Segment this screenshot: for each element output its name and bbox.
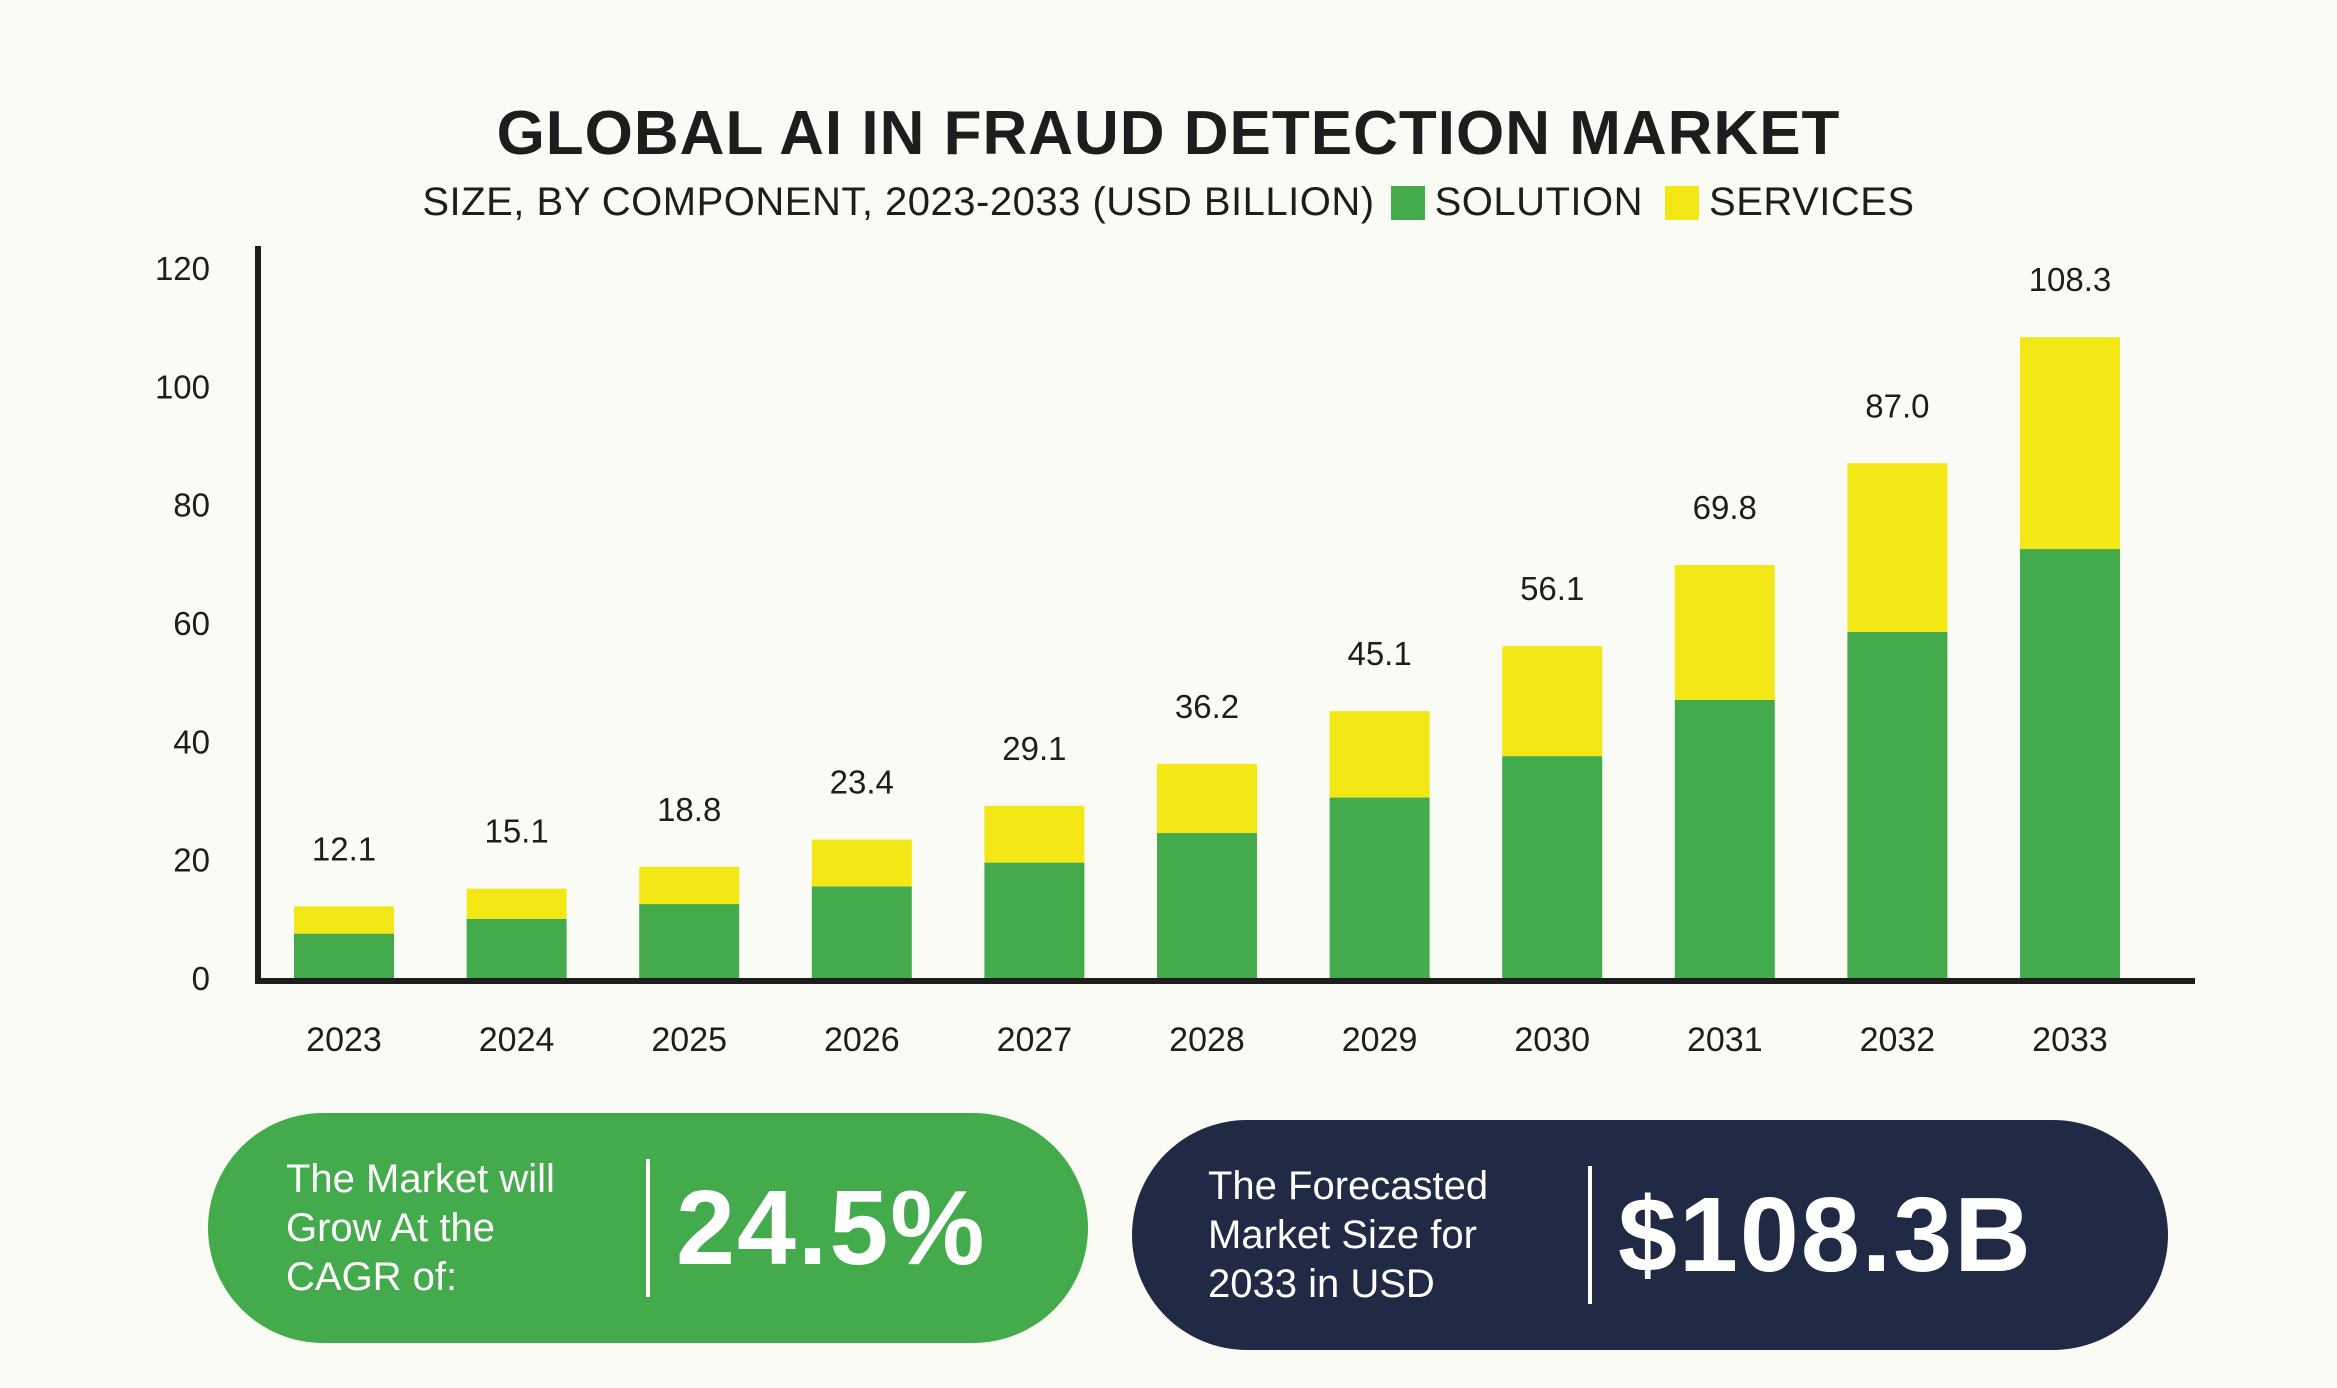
bar-solution: [294, 933, 394, 978]
bar-services: [1847, 463, 1948, 632]
y-tick-label: 80: [173, 487, 210, 524]
bar-total-label: 108.3: [2029, 261, 2112, 298]
x-tick-label: 2033: [2032, 1021, 2108, 1059]
legend-swatch-solution: [1390, 185, 1425, 220]
bar-total-label: 29.1: [1002, 730, 1066, 767]
bar-services: [1329, 711, 1430, 798]
bar-services: [2020, 337, 2120, 550]
bar-total-label: 23.4: [830, 764, 894, 801]
x-tick-label: 2027: [997, 1021, 1073, 1059]
forecast-value: $108.3B: [1618, 1175, 2033, 1294]
x-tick-label: 2028: [1169, 1021, 1245, 1059]
legend-label-services: SERVICES: [1709, 180, 1915, 224]
cagr-text-line: CAGR of:: [286, 1254, 458, 1299]
bar-solution: [1502, 756, 1603, 978]
x-tick-label: 2029: [1342, 1021, 1418, 1059]
bar-solution: [1157, 833, 1257, 978]
bar-services: [811, 839, 912, 887]
stacked-bar-chart: 0 20 40 60 80 100 120 12.1 2023 15.1 2024 18.8 2025 2…: [155, 246, 2195, 1059]
forecast-description: The Forecasted Market Size for 2033 in U…: [1208, 1162, 1558, 1309]
bar-solution: [2020, 549, 2120, 978]
legend-swatch-services: [1665, 185, 1700, 220]
bar-solution: [811, 886, 912, 978]
cagr-text-line: The Market will: [286, 1156, 555, 1201]
bar-services: [1674, 565, 1775, 700]
cagr-value: 24.5%: [676, 1168, 987, 1287]
bar-solution: [1674, 699, 1775, 978]
bar-solution: [639, 904, 740, 978]
bar-services: [466, 888, 567, 919]
bar-total-label: 18.8: [657, 791, 721, 828]
bar-total-label: 87.0: [1865, 387, 1929, 424]
forecast-divider: [1588, 1166, 1592, 1304]
legend-label-solution: SOLUTION: [1434, 180, 1644, 224]
chart-title: GLOBAL AI IN FRAUD DETECTION MARKET: [496, 99, 1841, 168]
y-tick-label: 60: [173, 605, 210, 642]
bar-services: [1157, 763, 1257, 834]
forecast-text-line: The Forecasted: [1208, 1163, 1489, 1208]
cagr-description: The Market will Grow At the CAGR of:: [286, 1155, 616, 1302]
x-tick-label: 2032: [1860, 1021, 1936, 1059]
cagr-text-line: Grow At the: [286, 1205, 495, 1250]
bar-total-label: 45.1: [1347, 635, 1411, 672]
forecast-card: The Forecasted Market Size for 2033 in U…: [1132, 1120, 2168, 1350]
bar-solution: [466, 918, 567, 978]
y-tick-label: 0: [192, 960, 210, 997]
chart-subtitle: SIZE, BY COMPONENT, 2023-2033 (USD BILLI…: [422, 180, 1375, 224]
bar-total-label: 36.2: [1175, 688, 1239, 725]
forecast-text-line: Market Size for: [1208, 1212, 1477, 1257]
bar-services: [639, 866, 740, 905]
y-tick-label: 100: [155, 368, 210, 405]
x-tick-label: 2024: [479, 1021, 555, 1059]
forecast-text-line: 2033 in USD: [1208, 1261, 1435, 1306]
x-tick-label: 2031: [1687, 1021, 1763, 1059]
cagr-divider: [646, 1159, 650, 1297]
x-tick-label: 2026: [824, 1021, 900, 1059]
x-tick-label: 2030: [1514, 1021, 1590, 1059]
bar-services: [294, 906, 394, 934]
cagr-card: The Market will Grow At the CAGR of: 24.…: [208, 1113, 1088, 1343]
bar-solution: [1847, 631, 1948, 978]
y-tick-label: 40: [173, 723, 210, 760]
bar-services: [984, 805, 1085, 863]
bar-solution: [984, 862, 1085, 978]
bar-total-label: 12.1: [312, 830, 376, 867]
subtitle-row: SIZE, BY COMPONENT, 2023-2033 (USD BILLI…: [0, 180, 2337, 225]
bar-solution: [1329, 797, 1430, 978]
bar-total-label: 69.8: [1693, 489, 1757, 526]
bar-total-label: 15.1: [484, 813, 548, 850]
y-tick-label: 120: [155, 250, 210, 287]
bars-group: [294, 337, 2120, 978]
labels-group: 0 20 40 60 80 100 120 12.1 2023 15.1 2024 18.8 2025 2…: [155, 250, 2111, 1059]
x-tick-label: 2025: [651, 1021, 727, 1059]
x-tick-label: 2023: [306, 1021, 382, 1059]
legend-item-solution: SOLUTION: [1390, 180, 1644, 225]
bar-total-label: 56.1: [1520, 570, 1584, 607]
y-tick-label: 20: [173, 842, 210, 879]
bar-services: [1502, 646, 1603, 757]
legend-item-services: SERVICES: [1665, 180, 1915, 225]
